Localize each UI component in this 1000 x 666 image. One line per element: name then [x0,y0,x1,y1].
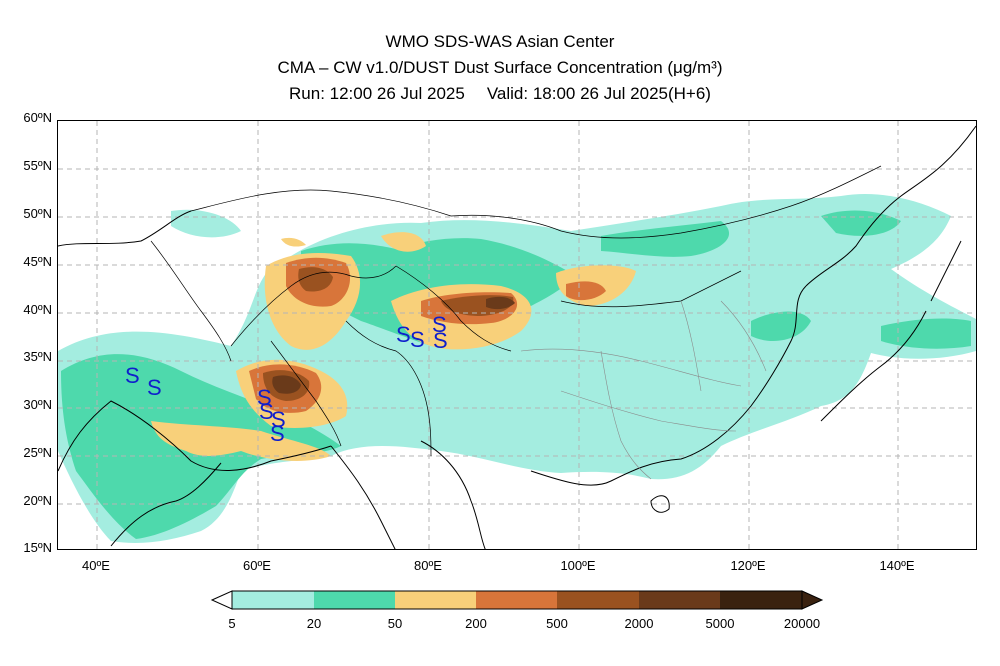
dust-storm-symbol: S [257,385,272,410]
colorbar-segment-2000-5000 [639,591,720,609]
dust-field-2000-5000 [272,296,515,394]
colorbar-label-200: 200 [465,616,487,631]
province-borders [520,300,767,480]
dust-concentration-map: S S S S S S S S S S [58,121,976,549]
colorbar-segment-200-500 [476,591,557,609]
run-valid-line: Run: 12:00 26 Jul 2025 Valid: 18:00 26 Ju… [0,84,1000,104]
run-time: Run: 12:00 26 Jul 2025 [289,84,465,103]
dust-storm-symbol: S [433,328,448,353]
lon-label-120: 120ºE [730,558,766,573]
colorbar-segment-5-20 [232,591,314,609]
lat-label-25: 25ºN [23,445,52,460]
dust-storm-symbol: S [125,363,140,388]
colorbar-label-20000: 20000 [783,616,821,631]
lat-label-40: 40ºN [23,302,52,317]
lat-label-15: 15ºN [23,540,52,555]
colorbar-over-arrow [801,590,824,610]
dust-storm-symbol: S [396,322,411,347]
colorbar-outline [231,590,803,610]
dust-storm-symbol: S [410,327,425,352]
colorbar-segment-50-200 [395,591,476,609]
colorbar-label-500: 500 [546,616,568,631]
colorbar-label-5: 5 [228,616,236,631]
dust-storm-symbol: S [270,421,285,446]
dust-storm-symbol: S [259,399,274,424]
lon-label-140: 140ºE [879,558,915,573]
lon-label-100: 100ºE [560,558,596,573]
colorbar-segment-20-50 [314,591,395,609]
colorbar-label-5000: 5000 [705,616,735,631]
colorbar-label-50: 50 [387,616,403,631]
map-panel: S S S S S S S S S S [57,120,977,550]
graticule [58,121,976,549]
lat-label-20: 20ºN [23,493,52,508]
colorbar-label-20: 20 [306,616,322,631]
lon-label-60: 60ºE [243,558,271,573]
colorbar-segment-500-2000 [557,591,639,609]
dust-storm-symbol: S [271,407,286,432]
colorbar-segment-5000-20000 [720,591,802,609]
lat-label-45: 45ºN [23,254,52,269]
dust-storm-symbols: S S S S S S S S S S [125,312,448,446]
dust-storm-symbol: S [432,312,447,337]
coastlines [58,125,976,549]
lat-label-60: 60ºN [23,110,52,125]
dust-storm-symbol: S [147,375,162,400]
country-borders [150,165,882,457]
lat-label-30: 30ºN [23,397,52,412]
colorbar-label-2000: 2000 [624,616,654,631]
lon-label-80: 80ºE [414,558,442,573]
map-subtitle: CMA – CW v1.0/DUST Dust Surface Concentr… [277,58,723,77]
lat-label-35: 35ºN [23,349,52,364]
valid-time: Valid: 18:00 26 Jul 2025(H+6) [486,84,711,103]
lat-label-55: 55ºN [23,158,52,173]
lat-label-50: 50ºN [23,206,52,221]
colorbar-under-arrow [210,590,233,610]
colorbar [210,590,824,610]
map-title: WMO SDS-WAS Asian Center [385,32,615,51]
lon-label-40: 40ºE [82,558,110,573]
